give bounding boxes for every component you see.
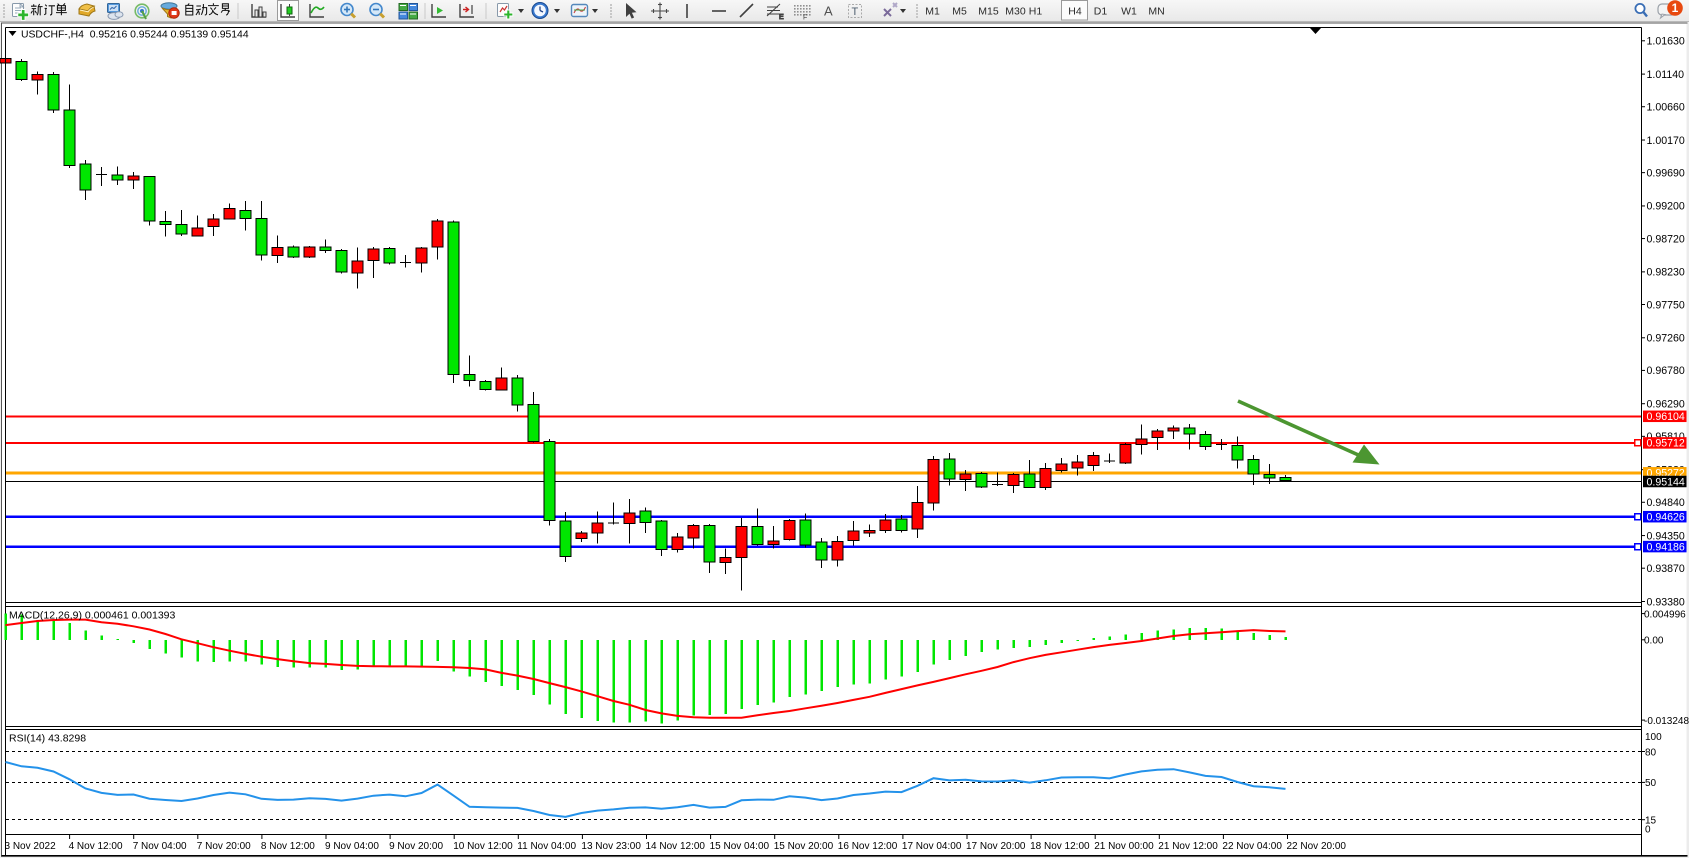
svg-text:10 Nov 12:00: 10 Nov 12:00 [453,841,513,852]
svg-text:15: 15 [1645,816,1657,827]
svg-text:MACD(12,26,9) 0.000461 0.00139: MACD(12,26,9) 0.000461 0.001393 [9,610,176,622]
svg-text:7 Nov 04:00: 7 Nov 04:00 [133,841,187,852]
svg-text:0.97750: 0.97750 [1647,299,1685,311]
svg-text:4 Nov 12:00: 4 Nov 12:00 [69,841,123,852]
svg-text:A: A [824,4,833,19]
svg-text:W1: W1 [1121,6,1137,18]
svg-text:9 Nov 04:00: 9 Nov 04:00 [325,841,379,852]
svg-text:0.99690: 0.99690 [1647,167,1685,179]
svg-text:3 Nov 2022: 3 Nov 2022 [5,841,57,852]
svg-text:0.94840: 0.94840 [1647,497,1685,509]
svg-text:1: 1 [1672,1,1679,15]
svg-text:M5: M5 [952,6,967,18]
svg-text:21 Nov 12:00: 21 Nov 12:00 [1158,841,1218,852]
svg-text:0.98720: 0.98720 [1647,233,1685,245]
svg-text:0: 0 [1645,825,1651,836]
svg-text:100: 100 [1645,732,1662,743]
svg-text:8 Nov 12:00: 8 Nov 12:00 [261,841,315,852]
svg-text:11 Nov 04:00: 11 Nov 04:00 [517,841,576,852]
svg-text:H1: H1 [1029,6,1043,18]
svg-text:H4: H4 [1068,6,1082,18]
svg-text:0.004996: 0.004996 [1644,609,1686,620]
svg-text:0.97260: 0.97260 [1647,333,1685,345]
svg-text:0.95712: 0.95712 [1647,438,1685,450]
svg-text:0.99200: 0.99200 [1647,201,1685,213]
svg-text:0.96104: 0.96104 [1647,411,1685,423]
svg-text:0.96290: 0.96290 [1647,399,1685,411]
svg-text:17 Nov 20:00: 17 Nov 20:00 [966,841,1026,852]
svg-text:1.01140: 1.01140 [1647,69,1685,81]
svg-text:13 Nov 23:00: 13 Nov 23:00 [581,841,641,852]
svg-text:7 Nov 20:00: 7 Nov 20:00 [197,841,251,852]
svg-text:17 Nov 04:00: 17 Nov 04:00 [902,841,962,852]
svg-text:18 Nov 12:00: 18 Nov 12:00 [1030,841,1090,852]
svg-text:0.95144: 0.95144 [1647,476,1685,488]
svg-text:80: 80 [1645,747,1657,758]
svg-text:0.94186: 0.94186 [1647,541,1685,553]
svg-text:0.00: 0.00 [1644,636,1664,647]
svg-text:MN: MN [1148,6,1164,18]
svg-text:50: 50 [1645,778,1657,789]
svg-text:22 Nov 04:00: 22 Nov 04:00 [1222,841,1282,852]
svg-text:22 Nov 20:00: 22 Nov 20:00 [1287,841,1347,852]
svg-text:9 Nov 20:00: 9 Nov 20:00 [389,841,443,852]
svg-text:0.96780: 0.96780 [1647,365,1685,377]
svg-text:16 Nov 12:00: 16 Nov 12:00 [838,841,898,852]
svg-text:T: T [852,6,859,18]
svg-text:0.98230: 0.98230 [1647,267,1685,279]
svg-text:E: E [779,14,784,21]
svg-text:0.93870: 0.93870 [1647,563,1685,575]
svg-text:M1: M1 [925,6,940,18]
svg-text:-0.013248: -0.013248 [1644,716,1689,727]
svg-text:15 Nov 20:00: 15 Nov 20:00 [774,841,834,852]
svg-text:15 Nov 04:00: 15 Nov 04:00 [710,841,770,852]
svg-text:14 Nov 12:00: 14 Nov 12:00 [646,841,706,852]
svg-text:0.93380: 0.93380 [1647,596,1685,608]
svg-text:F: F [803,15,807,22]
svg-text:M30: M30 [1005,6,1026,18]
svg-text:1.01630: 1.01630 [1647,36,1685,48]
svg-text:0.94350: 0.94350 [1647,530,1685,542]
svg-text:USDCHF-,H4 0.95216 0.95244 0.: USDCHF-,H4 0.95216 0.95244 0.95139 0.951… [21,30,249,41]
svg-text:1.00660: 1.00660 [1647,102,1685,114]
svg-text:D1: D1 [1094,6,1108,18]
svg-text:RSI(14) 43.8298: RSI(14) 43.8298 [9,733,86,745]
svg-text:21 Nov 00:00: 21 Nov 00:00 [1094,841,1154,852]
svg-text:1.00170: 1.00170 [1647,135,1685,147]
svg-text:M15: M15 [978,6,999,18]
svg-text:0.94626: 0.94626 [1647,512,1685,524]
